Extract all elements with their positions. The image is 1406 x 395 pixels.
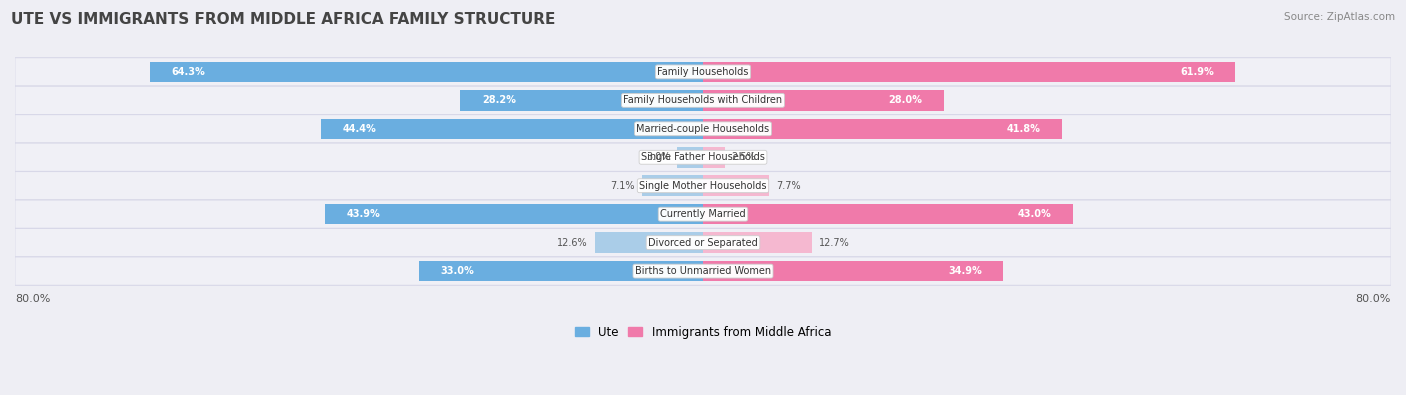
FancyBboxPatch shape [15,200,1391,228]
Text: 7.7%: 7.7% [776,181,801,191]
Bar [325,204,703,224]
Bar [703,261,1002,281]
Bar [419,261,703,281]
Bar [703,90,943,111]
Text: 41.8%: 41.8% [1007,124,1040,134]
Text: 33.0%: 33.0% [440,266,474,276]
FancyBboxPatch shape [15,143,1391,171]
Text: Single Mother Households: Single Mother Households [640,181,766,191]
Text: 80.0%: 80.0% [1355,294,1391,305]
Text: Source: ZipAtlas.com: Source: ZipAtlas.com [1284,12,1395,22]
Bar [703,118,1063,139]
Bar [678,147,703,167]
Text: Births to Unmarried Women: Births to Unmarried Women [636,266,770,276]
Bar [703,147,724,167]
Text: 12.7%: 12.7% [820,238,849,248]
Text: 34.9%: 34.9% [948,266,981,276]
Text: 3.0%: 3.0% [645,152,671,162]
Text: Family Households with Children: Family Households with Children [623,95,783,105]
Text: 2.5%: 2.5% [731,152,756,162]
Text: 64.3%: 64.3% [172,67,205,77]
Bar [643,175,703,196]
Text: UTE VS IMMIGRANTS FROM MIDDLE AFRICA FAMILY STRUCTURE: UTE VS IMMIGRANTS FROM MIDDLE AFRICA FAM… [11,12,555,27]
Text: 61.9%: 61.9% [1180,67,1213,77]
Text: Married-couple Households: Married-couple Households [637,124,769,134]
Text: 12.6%: 12.6% [557,238,588,248]
Text: 43.0%: 43.0% [1018,209,1052,219]
FancyBboxPatch shape [15,58,1391,86]
Bar [461,90,703,111]
Text: 80.0%: 80.0% [15,294,51,305]
Text: 28.0%: 28.0% [889,95,922,105]
FancyBboxPatch shape [15,228,1391,257]
Text: 44.4%: 44.4% [343,124,377,134]
Bar [703,232,813,253]
FancyBboxPatch shape [15,171,1391,200]
Text: Family Households: Family Households [658,67,748,77]
FancyBboxPatch shape [15,115,1391,143]
FancyBboxPatch shape [15,86,1391,115]
FancyBboxPatch shape [15,257,1391,285]
Bar [150,62,703,82]
Bar [321,118,703,139]
Text: Currently Married: Currently Married [661,209,745,219]
Text: 43.9%: 43.9% [347,209,381,219]
Text: Single Father Households: Single Father Households [641,152,765,162]
Bar [703,62,1236,82]
Text: 28.2%: 28.2% [482,95,516,105]
Bar [703,204,1073,224]
Bar [703,175,769,196]
Text: Divorced or Separated: Divorced or Separated [648,238,758,248]
Text: 7.1%: 7.1% [610,181,636,191]
Bar [595,232,703,253]
Legend: Ute, Immigrants from Middle Africa: Ute, Immigrants from Middle Africa [569,321,837,343]
